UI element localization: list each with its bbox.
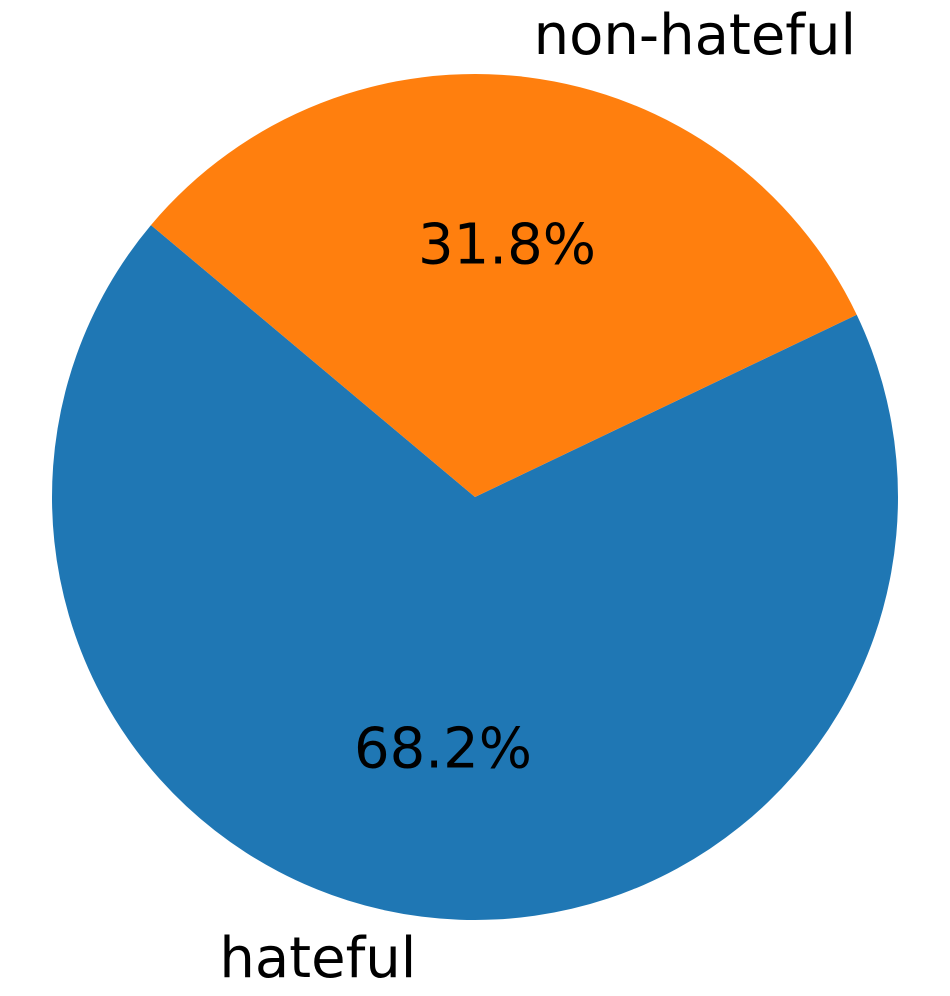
- pie-percent-label-non-hateful: 31.8%: [418, 213, 596, 278]
- pie-percent-label-hateful: 68.2%: [354, 716, 532, 781]
- pie-slice-hateful: [51, 225, 899, 921]
- pie-category-label-non-hateful: non-hateful: [534, 3, 856, 68]
- pie-labels: 68.2% hateful 31.8% non-hateful: [219, 3, 856, 991]
- pie-slice-non-hateful: [150, 74, 857, 497]
- pie-slices: [51, 74, 899, 921]
- pie-category-label-hateful: hateful: [219, 926, 416, 991]
